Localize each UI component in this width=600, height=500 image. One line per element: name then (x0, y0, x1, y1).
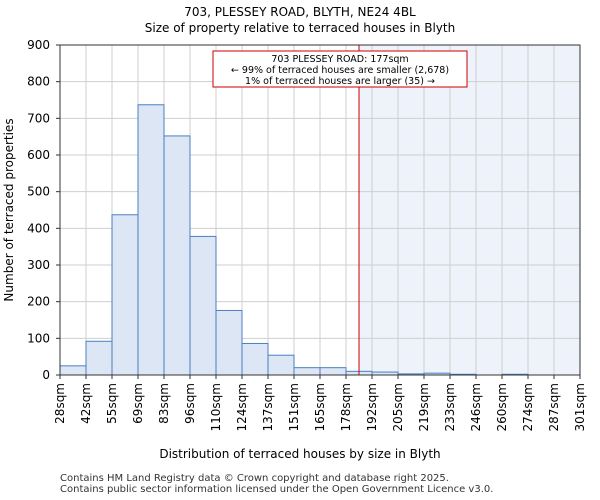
footer-line-2: Contains public sector information licen… (60, 484, 494, 495)
highlight-layer (359, 45, 580, 375)
x-tick-label: 274sqm (521, 383, 535, 431)
annotation-line-2: ← 99% of terraced houses are smaller (2,… (231, 65, 449, 76)
y-axis-label: Number of terraced properties (2, 118, 16, 301)
y-tick-label: 600 (27, 148, 50, 162)
bar-55sqm (111, 214, 139, 376)
footer-line-1: Contains HM Land Registry data © Crown c… (60, 473, 449, 484)
x-tick-label: 55sqm (105, 383, 119, 424)
annotation-box: 703 PLESSEY ROAD: 177sqm ← 99% of terrac… (212, 50, 468, 88)
y-tick-label: 900 (27, 38, 50, 52)
x-tick-label: 110sqm (209, 383, 223, 431)
bar-137sqm (267, 354, 295, 376)
y-tick-label: 200 (27, 295, 50, 309)
x-tick-label: 219sqm (417, 383, 431, 431)
annotation-line-3: 1% of terraced houses are larger (35) → (245, 76, 435, 87)
chart-title: 703, PLESSEY ROAD, BLYTH, NE24 4BL (184, 5, 416, 19)
annotation-line-1: 703 PLESSEY ROAD: 177sqm (271, 54, 408, 65)
x-tick-label: 137sqm (261, 383, 275, 431)
bar-110sqm (215, 309, 243, 376)
x-tick-label: 83sqm (157, 383, 171, 424)
bar-42sqm (85, 340, 113, 376)
x-tick-label: 124sqm (235, 383, 249, 431)
annotation-border (212, 50, 468, 88)
x-ticks: 28sqm 42sqm 55sqm 69sqm 83sqm 96sqm 110sqm 124s… (53, 375, 587, 431)
x-tick-label: 151sqm (287, 383, 301, 431)
x-tick-label: 301sqm (573, 383, 587, 431)
x-tick-label: 178sqm (339, 383, 353, 431)
y-tick-label: 100 (27, 331, 50, 345)
x-tick-label: 233sqm (443, 383, 457, 431)
larger-region-shade (359, 45, 580, 375)
x-tick-label: 165sqm (313, 383, 327, 431)
x-tick-label: 69sqm (131, 383, 145, 424)
bar-165sqm (319, 367, 347, 376)
y-tick-label: 800 (27, 75, 50, 89)
y-tick-label: 700 (27, 111, 50, 125)
x-axis-label: Distribution of terraced houses by size … (159, 447, 440, 461)
bar-96sqm (189, 235, 217, 376)
bar-124sqm (241, 342, 269, 376)
bar-83sqm (163, 135, 191, 376)
x-tick-label: 28sqm (53, 383, 67, 424)
x-tick-label: 260sqm (495, 383, 509, 431)
x-tick-label: 205sqm (391, 383, 405, 431)
bar-28sqm (59, 365, 87, 376)
y-tick-label: 500 (27, 185, 50, 199)
x-tick-label: 287sqm (547, 383, 561, 431)
bar-151sqm (293, 367, 321, 376)
y-ticks: 0 100 200 300 400 500 600 700 800 900 (27, 38, 60, 382)
x-tick-label: 96sqm (183, 383, 197, 424)
y-tick-label: 400 (27, 221, 50, 235)
x-tick-label: 192sqm (365, 383, 379, 431)
x-tick-label: 246sqm (469, 383, 483, 431)
chart-subtitle: Size of property relative to terraced ho… (145, 21, 455, 35)
x-tick-label: 42sqm (79, 383, 93, 424)
bars-layer (59, 104, 529, 376)
y-tick-label: 0 (42, 368, 50, 382)
y-tick-label: 300 (27, 258, 50, 272)
bar-69sqm (137, 104, 165, 376)
